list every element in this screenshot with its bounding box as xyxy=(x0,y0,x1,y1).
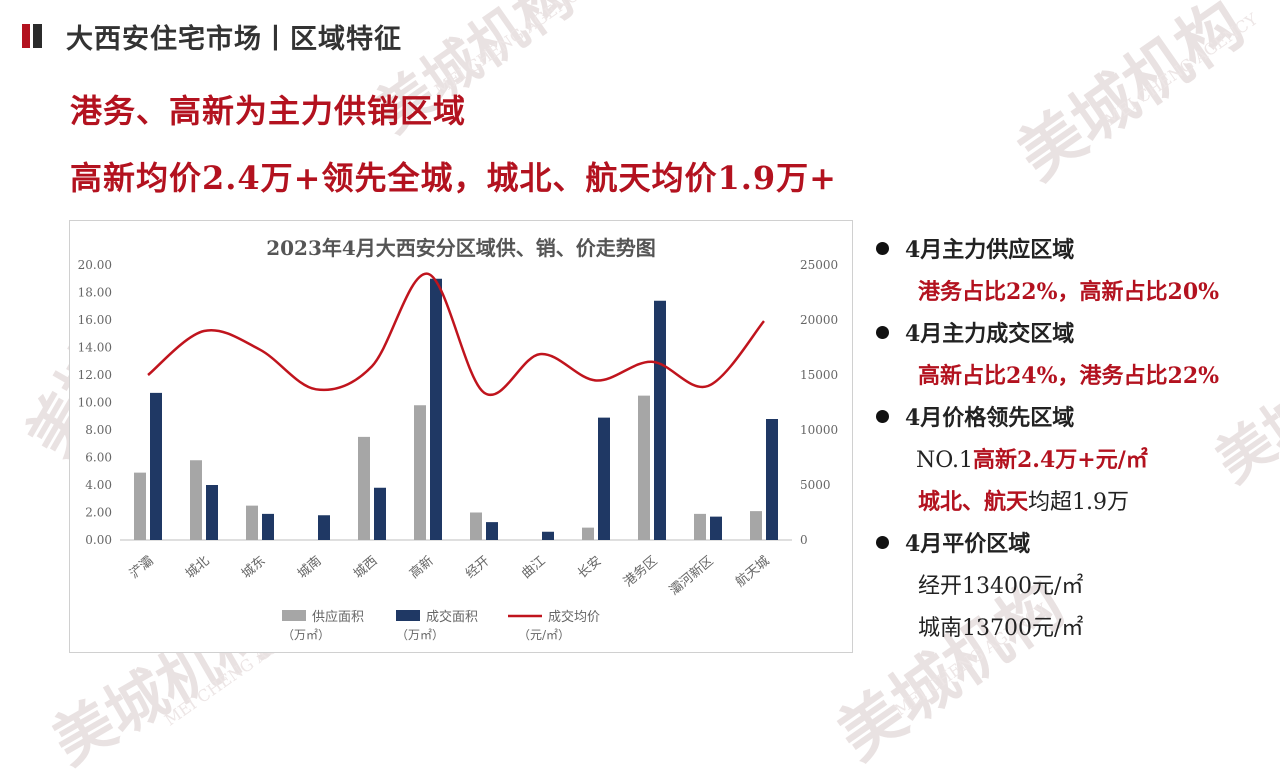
category-tick-label: 城南 xyxy=(294,553,324,582)
bullet-icon xyxy=(876,410,889,423)
category-tick-label: 城北 xyxy=(183,554,213,582)
supply-bar xyxy=(694,513,706,540)
panel-heading: 4月主力成交区域 xyxy=(876,316,1074,348)
left-axis-tick-label: 2.00 xyxy=(85,506,112,520)
deal-bar xyxy=(374,487,386,540)
header-mark-icon xyxy=(22,24,44,48)
supply-bar xyxy=(750,511,762,540)
deal-bar xyxy=(430,278,442,540)
supply-bar xyxy=(134,472,146,540)
supply-bar xyxy=(190,460,202,540)
deal-bar xyxy=(150,392,162,540)
panel-heading: 4月价格领先区域 xyxy=(876,400,1074,432)
legend-unit: （元/㎡） xyxy=(518,628,570,642)
watermark: 美城机构 xyxy=(1203,312,1280,496)
legend-label: 成交均价 xyxy=(548,609,600,625)
panel-detail-line: 经开13400元/㎡ xyxy=(918,574,1084,599)
deal-bar xyxy=(206,485,218,540)
watermark-english: MEI CHENG AGENCY xyxy=(1101,9,1262,130)
deal-bar xyxy=(486,522,498,540)
category-tick-label: 高新 xyxy=(406,553,436,582)
left-axis-tick-label: 18.00 xyxy=(78,286,112,300)
category-tick-label: 城东 xyxy=(239,554,269,582)
legend-unit: （万㎡） xyxy=(396,628,444,642)
category-tick-label: 长安 xyxy=(575,554,605,582)
supply-bar xyxy=(638,395,650,540)
deal-bar xyxy=(654,300,666,540)
bullet-icon xyxy=(876,326,889,339)
category-tick-label: 曲江 xyxy=(519,554,549,582)
supply-bar xyxy=(414,405,426,540)
panel-detail-line: 城南13700元/㎡ xyxy=(918,616,1084,641)
left-axis-tick-label: 6.00 xyxy=(85,451,112,465)
category-tick-label: 经开 xyxy=(463,554,493,582)
panel-detail-line: 港务占比22%，高新占比20% xyxy=(918,279,1220,305)
legend-label: 成交面积 xyxy=(426,609,478,625)
headline-primary: 港务、高新为主力供销区域 xyxy=(70,92,467,130)
price-line xyxy=(147,272,765,397)
deal-bar xyxy=(710,516,722,540)
left-axis-tick-label: 10.00 xyxy=(78,396,112,410)
left-axis-tick-label: 20.00 xyxy=(78,258,112,272)
legend-swatch xyxy=(282,610,306,621)
headline-secondary: 高新均价2.4万+领先全城，城北、航天均价1.9万+ xyxy=(70,159,837,197)
chart-title: 2023年4月大西安分区域供、销、价走势图 xyxy=(266,236,656,260)
bullet-icon xyxy=(876,536,889,549)
legend-swatch xyxy=(396,610,420,621)
right-axis-tick-label: 25000 xyxy=(800,258,838,272)
category-tick-label: 浐灞 xyxy=(127,554,157,582)
supply-bar xyxy=(470,512,482,540)
supply-bar xyxy=(358,436,370,540)
left-axis-tick-label: 14.00 xyxy=(78,341,112,355)
chart-container: 2023年4月大西安分区域供、销、价走势图 0.00 2.00 4.00 6.00 8.… xyxy=(69,220,853,653)
deal-bar xyxy=(766,419,778,540)
right-axis-tick-label: 5000 xyxy=(800,478,831,492)
left-axis-tick-label: 16.00 xyxy=(78,313,112,327)
left-axis-tick-label: 4.00 xyxy=(85,478,112,492)
legend-label: 供应面积 xyxy=(312,609,364,625)
bullet-icon xyxy=(876,242,889,255)
panel-heading: 4月主力供应区域 xyxy=(876,232,1074,264)
legend-unit: （万㎡） xyxy=(282,628,330,642)
panel-detail-line: 高新占比24%，港务占比22% xyxy=(918,363,1220,389)
deal-bar xyxy=(598,417,610,540)
panel-detail-line: NO.1高新2.4万+元/㎡ xyxy=(916,447,1148,473)
deal-bar xyxy=(262,513,274,540)
category-tick-label: 港务区 xyxy=(620,553,660,590)
left-axis-tick-label: 12.00 xyxy=(78,368,112,382)
category-tick-label: 航天城 xyxy=(732,553,772,590)
right-axis-tick-label: 0 xyxy=(800,533,808,547)
combo-chart: 2023年4月大西安分区域供、销、价走势图 0.00 2.00 4.00 6.00 8.… xyxy=(78,236,839,642)
page-title: 大西安住宅市场丨区域特征 xyxy=(66,24,402,55)
right-axis-tick-label: 10000 xyxy=(800,423,838,437)
category-tick-label: 城西 xyxy=(351,554,381,582)
right-axis-tick-label: 20000 xyxy=(800,313,838,327)
watermark: 美城机构 xyxy=(1004,0,1258,195)
left-axis-tick-label: 0.00 xyxy=(85,533,112,547)
panel-detail-line: 城北、航天均超1.9万 xyxy=(918,489,1130,515)
category-tick-label: 灞河新区 xyxy=(666,553,716,599)
supply-bar xyxy=(246,505,258,540)
watermark-english: MEI CHENG AGENCY xyxy=(431,0,592,100)
right-axis-tick-label: 15000 xyxy=(800,368,838,382)
deal-bar xyxy=(542,531,554,540)
deal-bar xyxy=(318,515,330,540)
supply-bar xyxy=(582,527,594,540)
left-axis-tick-label: 8.00 xyxy=(85,423,112,437)
panel-heading: 4月平价区域 xyxy=(876,526,1030,558)
